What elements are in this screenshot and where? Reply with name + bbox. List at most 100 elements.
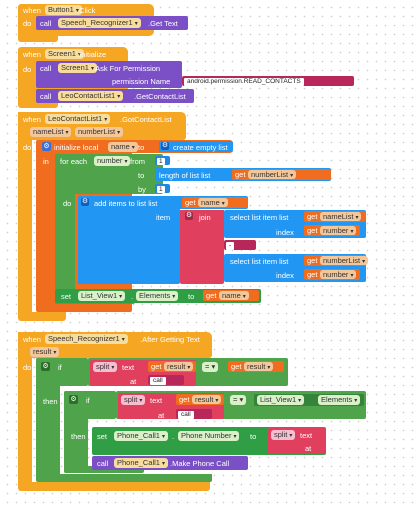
property-dropdown[interactable]: Phone Number ▾: [178, 431, 240, 441]
dropdown-arrow-icon: ▾: [350, 229, 354, 235]
dropdown-arrow-icon: ▾: [362, 259, 366, 265]
permission-text-block[interactable]: android.permission.READ_CONTACTS: [182, 76, 354, 86]
to-label: to: [138, 143, 145, 152]
method-label: .Make Phone Call: [170, 459, 230, 468]
dropdown-arrow-icon: ▾: [139, 398, 143, 404]
when-label: when: [23, 335, 41, 344]
method-label: .GetContactList: [134, 92, 186, 101]
dropdown-arrow-icon: ▾: [172, 294, 176, 300]
dropdown-arrow-icon: ▾: [124, 159, 128, 165]
at-label: at: [305, 444, 312, 453]
do-label: do: [23, 363, 32, 372]
gear-icon[interactable]: ⚙: [69, 395, 78, 404]
join-label: join: [199, 213, 211, 222]
gear-icon[interactable]: ⚙: [161, 142, 169, 150]
separator-text-block[interactable]: -: [224, 240, 256, 250]
dropdown-arrow-icon: ▾: [350, 273, 354, 279]
method-label: .Get Text: [148, 19, 178, 28]
do-label: do: [23, 65, 32, 74]
param-result[interactable]: result ▾: [30, 347, 60, 357]
param-numberlist[interactable]: numberList ▾: [75, 127, 124, 137]
param-namelist[interactable]: nameList ▾: [30, 127, 72, 137]
component-dropdown[interactable]: LeoContactList1 ▾: [58, 91, 124, 101]
dropdown-arrow-icon: ▾: [161, 434, 165, 440]
component-dropdown[interactable]: Screen1 ▾: [45, 49, 84, 59]
text-label: text: [300, 431, 313, 440]
call-label: call: [40, 64, 52, 73]
when-label: when: [23, 6, 41, 15]
component-dropdown[interactable]: Speech_Recognizer1 ▾: [58, 18, 141, 28]
dropdown-arrow-icon: ▾: [187, 365, 191, 371]
create-empty-list-block[interactable]: [159, 141, 233, 152]
dropdown-arrow-icon: ▾: [117, 130, 121, 136]
split-dropdown[interactable]: split ▾: [93, 362, 118, 372]
call-label: call: [40, 92, 52, 101]
then-label: then: [71, 432, 86, 441]
loop-var-field[interactable]: number ▾: [94, 156, 131, 166]
do-label: do: [23, 19, 32, 28]
var-dropdown[interactable]: nameList ▾: [320, 212, 362, 221]
var-dropdown[interactable]: numberList ▾: [248, 170, 297, 179]
select-list-item-label: select list item list: [230, 213, 289, 222]
var-dropdown[interactable]: result ▾: [244, 362, 274, 371]
dropdown-arrow-icon: ▾: [134, 21, 138, 27]
to-label: to: [138, 171, 145, 180]
at-label: at: [130, 377, 137, 386]
local-var-name-field[interactable]: name ▾: [108, 142, 138, 152]
property-dropdown[interactable]: Elements ▾: [136, 291, 179, 301]
var-dropdown[interactable]: numberList ▾: [320, 256, 369, 265]
to-label: to: [188, 292, 195, 301]
dropdown-arrow-icon: ▾: [65, 130, 69, 136]
call-label: call: [40, 19, 52, 28]
dropdown-arrow-icon: ▾: [355, 215, 359, 221]
gear-icon[interactable]: ⚙: [41, 362, 50, 371]
operator-dropdown[interactable]: = ▾: [202, 362, 219, 372]
set-label: set: [97, 432, 108, 441]
var-dropdown[interactable]: name ▾: [219, 291, 249, 300]
event-label: .GotContactList: [120, 115, 172, 124]
dropdown-arrow-icon: ▾: [267, 365, 271, 371]
number-block-by[interactable]: 1: [155, 184, 170, 193]
create-empty-list-label: create empty list: [173, 143, 228, 152]
var-dropdown[interactable]: name ▾: [198, 198, 228, 207]
component-dropdown[interactable]: Speech_Recognizer1 ▾: [45, 334, 128, 344]
event-label: .After Getting Text: [140, 335, 200, 344]
dropdown-arrow-icon: ▾: [77, 52, 81, 58]
to-label: to: [250, 432, 257, 441]
component-dropdown[interactable]: Phone_Call1 ▾: [114, 431, 168, 441]
dropdown-arrow-icon: ▾: [90, 66, 94, 72]
add-items-to-list-block[interactable]: [78, 196, 180, 284]
gear-icon[interactable]: ⚙: [81, 198, 89, 206]
dropdown-arrow-icon: ▾: [117, 94, 121, 100]
component-dropdown[interactable]: List_View1 ▾: [257, 395, 305, 405]
call-text-block[interactable]: call: [176, 409, 212, 419]
dropdown-arrow-icon: ▾: [290, 173, 294, 179]
number-block-from[interactable]: 1: [155, 156, 170, 165]
gear-icon[interactable]: ⚙: [42, 142, 51, 151]
component-dropdown[interactable]: Phone_Call1 ▾: [114, 458, 168, 468]
at-label: at: [158, 411, 165, 420]
component-dropdown[interactable]: Button1 ▾: [45, 5, 82, 15]
from-label: from: [130, 157, 145, 166]
if-label: if: [58, 363, 62, 372]
operator-dropdown[interactable]: = ▾: [230, 395, 247, 405]
by-label: by: [138, 185, 146, 194]
var-dropdown[interactable]: result ▾: [192, 395, 222, 404]
dropdown-arrow-icon: ▾: [111, 365, 115, 371]
var-dropdown[interactable]: number ▾: [320, 270, 357, 279]
init-local-label: initialize local: [54, 143, 99, 152]
component-dropdown[interactable]: List_View1 ▾: [78, 291, 126, 301]
call-text-block[interactable]: call: [148, 375, 184, 385]
split-dropdown[interactable]: split ▾: [121, 395, 146, 405]
component-dropdown[interactable]: Screen1 ▾: [58, 63, 97, 73]
text-label: text: [122, 363, 135, 372]
property-dropdown[interactable]: Elements ▾: [318, 395, 361, 405]
var-dropdown[interactable]: number ▾: [320, 226, 357, 235]
dropdown-arrow-icon: ▾: [161, 461, 165, 467]
dropdown-arrow-icon: ▾: [121, 337, 125, 343]
split-dropdown[interactable]: split ▾: [271, 430, 296, 440]
var-dropdown[interactable]: result ▾: [164, 362, 194, 371]
gear-icon[interactable]: ⚙: [185, 212, 193, 220]
component-dropdown[interactable]: LeoContactList1 ▾: [45, 114, 111, 124]
